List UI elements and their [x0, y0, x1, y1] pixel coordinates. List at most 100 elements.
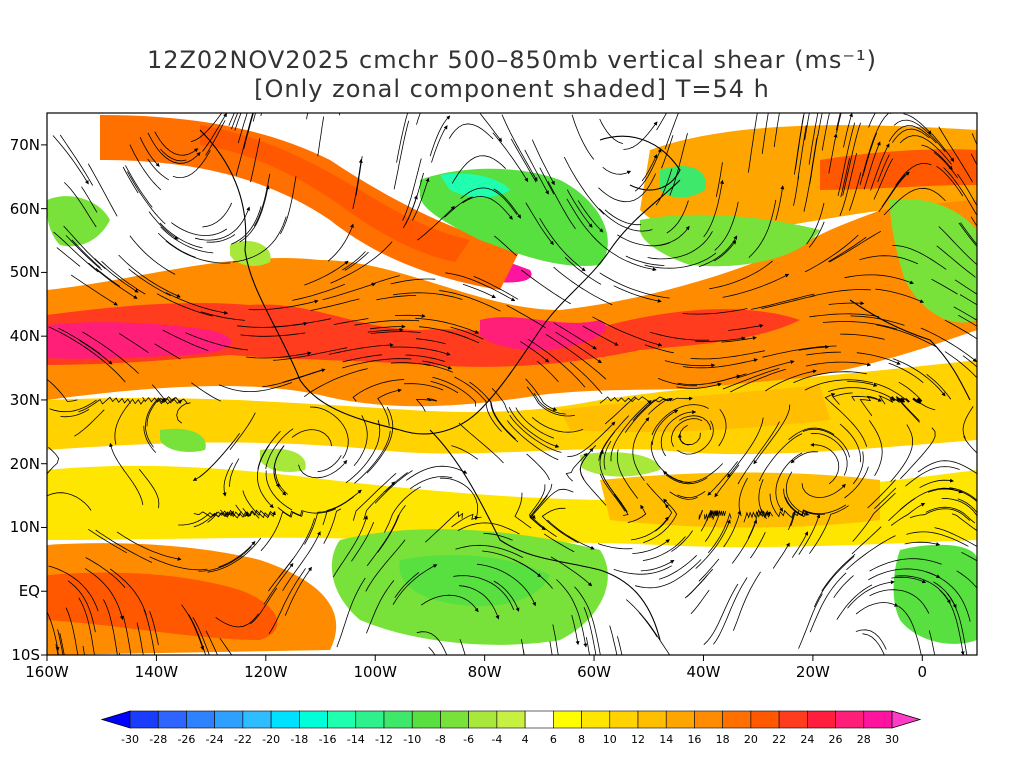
streamline	[869, 558, 942, 572]
streamline	[806, 351, 842, 356]
streamline	[682, 358, 758, 369]
streamline	[655, 168, 673, 206]
streamline	[957, 173, 977, 207]
streamline	[655, 503, 673, 532]
streamline	[515, 407, 555, 439]
streamline	[632, 417, 650, 481]
streamline	[604, 209, 641, 226]
streamline	[801, 483, 846, 499]
streamline	[957, 498, 977, 514]
streamline	[890, 503, 926, 526]
streamline	[525, 378, 558, 411]
lon-tick-label: 20W	[795, 663, 830, 681]
streamline	[192, 617, 210, 655]
streamline	[412, 177, 430, 221]
streamline	[970, 153, 977, 166]
streamline	[52, 135, 89, 185]
streamline	[714, 464, 740, 498]
streamline	[74, 409, 105, 437]
streamline	[263, 562, 294, 605]
streamline	[531, 495, 548, 519]
streamline	[377, 388, 402, 426]
colorbar-swatch	[694, 710, 723, 729]
streamline	[888, 362, 924, 384]
colorbar-swatch	[468, 710, 498, 729]
colorbar-tick-label: -22	[233, 733, 252, 746]
streamline	[390, 278, 436, 285]
streamline	[65, 607, 79, 655]
streamline	[722, 368, 780, 390]
streamline	[242, 490, 276, 519]
streamline	[909, 508, 971, 521]
colorbar-min-arrow	[100, 710, 131, 729]
streamline	[949, 487, 977, 501]
streamline	[859, 136, 875, 185]
streamline	[240, 332, 306, 337]
streamline	[525, 202, 554, 246]
streamline	[482, 550, 542, 578]
streamline	[962, 355, 977, 368]
streamline	[775, 185, 785, 221]
streamline	[458, 585, 500, 620]
streamline	[185, 332, 248, 351]
streamline	[721, 336, 757, 343]
streamline	[206, 234, 236, 243]
streamline	[415, 398, 437, 412]
streamline	[677, 432, 701, 446]
streamline	[404, 172, 424, 225]
streamline	[874, 382, 910, 403]
streamline	[785, 471, 810, 516]
streamline	[119, 333, 149, 354]
streamline	[369, 324, 406, 330]
streamline	[625, 255, 665, 266]
streamline	[677, 490, 706, 499]
colorbar-swatch	[355, 710, 385, 729]
colorbar-tick-label: -16	[318, 733, 337, 746]
streamline	[891, 128, 930, 143]
streamline	[874, 487, 897, 509]
streamline	[275, 468, 288, 495]
streamline	[951, 513, 977, 532]
streamline	[521, 269, 571, 305]
colorbar-swatch	[524, 710, 554, 729]
colorbar-tick-label: 8	[578, 733, 586, 746]
streamline	[322, 489, 362, 526]
streamline	[579, 445, 596, 480]
streamline	[809, 505, 849, 554]
streamline	[250, 587, 278, 625]
streamline	[806, 202, 825, 245]
streamline	[450, 326, 484, 340]
streamline	[811, 289, 872, 297]
streamline	[459, 639, 466, 655]
streamline	[632, 539, 670, 554]
streamline	[476, 563, 536, 607]
streamline	[682, 308, 748, 315]
streamline	[526, 386, 575, 417]
streamline	[48, 326, 93, 353]
streamline	[317, 455, 342, 473]
colorbar-tick-label: -14	[346, 733, 365, 746]
streamline	[733, 571, 761, 631]
streamline	[228, 113, 235, 126]
colorbar-swatch	[609, 710, 639, 729]
colorbar-tick-label: -4	[491, 733, 503, 746]
colorbar-tick-label: 26	[828, 733, 843, 746]
streamline	[651, 404, 709, 436]
streamline	[817, 113, 823, 137]
streamline	[237, 113, 248, 144]
streamline	[353, 415, 368, 467]
streamline	[71, 239, 101, 269]
streamline	[323, 508, 342, 544]
streamline	[552, 624, 559, 655]
streamline	[109, 442, 144, 505]
streamline	[88, 262, 138, 299]
streamline	[933, 151, 958, 179]
streamline	[643, 498, 678, 543]
streamline	[218, 382, 293, 392]
streamline	[954, 279, 977, 295]
streamline	[856, 352, 901, 365]
streamline	[402, 158, 422, 221]
streamline	[494, 235, 517, 257]
streamline	[772, 542, 790, 569]
streamline	[844, 466, 869, 499]
